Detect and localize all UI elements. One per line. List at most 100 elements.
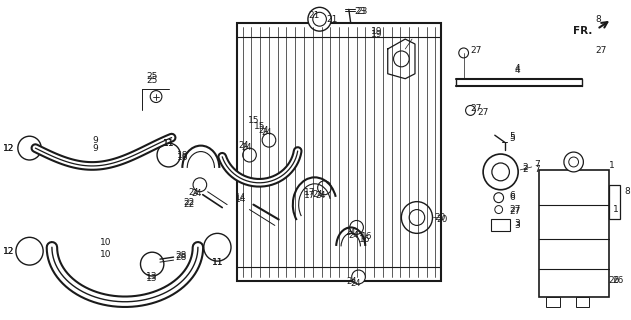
Text: 19: 19 bbox=[372, 30, 383, 39]
Text: 25: 25 bbox=[146, 72, 158, 81]
Bar bbox=[609, 185, 620, 220]
Text: 11: 11 bbox=[163, 139, 174, 148]
Text: 26: 26 bbox=[613, 276, 624, 285]
Text: FR.: FR. bbox=[573, 26, 592, 36]
Text: 18: 18 bbox=[177, 153, 188, 162]
Circle shape bbox=[313, 12, 326, 26]
Text: 3: 3 bbox=[514, 221, 520, 230]
Circle shape bbox=[569, 157, 579, 167]
Text: 21: 21 bbox=[308, 11, 319, 20]
Circle shape bbox=[157, 143, 180, 167]
Text: 8: 8 bbox=[624, 187, 630, 196]
Text: 27: 27 bbox=[471, 46, 482, 55]
Text: 17: 17 bbox=[304, 188, 316, 197]
Text: 18: 18 bbox=[177, 150, 188, 160]
Text: 11: 11 bbox=[163, 139, 174, 148]
Text: 24: 24 bbox=[313, 190, 323, 199]
Circle shape bbox=[150, 91, 162, 102]
Circle shape bbox=[495, 206, 502, 213]
Text: 28: 28 bbox=[175, 253, 187, 262]
Text: 24: 24 bbox=[258, 126, 269, 135]
Text: 12: 12 bbox=[3, 144, 14, 153]
Text: 24: 24 bbox=[346, 228, 357, 237]
Bar bbox=[546, 297, 560, 307]
Text: 25: 25 bbox=[146, 76, 158, 85]
Circle shape bbox=[193, 178, 207, 192]
Circle shape bbox=[317, 181, 331, 195]
Bar bbox=[539, 170, 609, 297]
Text: 16: 16 bbox=[358, 235, 370, 244]
Circle shape bbox=[204, 233, 231, 261]
Text: 21: 21 bbox=[326, 15, 338, 24]
Text: 9: 9 bbox=[93, 144, 98, 153]
Text: 1: 1 bbox=[609, 162, 615, 171]
Circle shape bbox=[308, 7, 331, 31]
Text: 2: 2 bbox=[522, 165, 528, 174]
Circle shape bbox=[409, 210, 425, 225]
Text: 24: 24 bbox=[242, 143, 252, 152]
Text: 15: 15 bbox=[254, 122, 265, 131]
Text: 6: 6 bbox=[509, 193, 515, 202]
Bar bbox=[575, 297, 589, 307]
Text: 16: 16 bbox=[362, 232, 373, 241]
Text: 2: 2 bbox=[522, 164, 528, 172]
Text: 5: 5 bbox=[509, 132, 515, 141]
Text: 22: 22 bbox=[184, 198, 195, 207]
Text: 23: 23 bbox=[357, 7, 368, 16]
Text: 12: 12 bbox=[3, 247, 14, 256]
Text: 13: 13 bbox=[146, 272, 158, 282]
Circle shape bbox=[492, 163, 509, 181]
Text: 5: 5 bbox=[509, 134, 515, 143]
Text: 27: 27 bbox=[477, 108, 488, 117]
Text: 24: 24 bbox=[261, 128, 272, 137]
Text: 10: 10 bbox=[100, 238, 111, 247]
Text: 17: 17 bbox=[304, 191, 316, 200]
Text: 27: 27 bbox=[509, 205, 521, 214]
Text: 20: 20 bbox=[437, 215, 448, 224]
Circle shape bbox=[394, 51, 409, 67]
Text: 24: 24 bbox=[188, 188, 199, 197]
Text: 24: 24 bbox=[349, 231, 359, 240]
Text: 24: 24 bbox=[351, 279, 361, 288]
Circle shape bbox=[459, 48, 469, 58]
Circle shape bbox=[564, 152, 584, 172]
Circle shape bbox=[18, 136, 41, 160]
Text: 10: 10 bbox=[100, 250, 111, 259]
Circle shape bbox=[401, 202, 432, 233]
Text: 11: 11 bbox=[211, 258, 223, 267]
Text: 7: 7 bbox=[534, 165, 540, 174]
Circle shape bbox=[494, 193, 504, 203]
Circle shape bbox=[351, 270, 365, 284]
Circle shape bbox=[483, 154, 518, 190]
Circle shape bbox=[16, 237, 43, 265]
Text: 12: 12 bbox=[3, 247, 14, 256]
Text: 27: 27 bbox=[595, 46, 606, 55]
Text: 15: 15 bbox=[247, 116, 259, 125]
Text: 23: 23 bbox=[355, 7, 366, 16]
Text: 19: 19 bbox=[372, 27, 383, 36]
Text: 3: 3 bbox=[514, 219, 520, 228]
Circle shape bbox=[243, 148, 256, 162]
Text: 12: 12 bbox=[3, 144, 14, 153]
Text: 4: 4 bbox=[514, 66, 520, 75]
Text: 27: 27 bbox=[471, 104, 482, 113]
Text: 24: 24 bbox=[347, 277, 357, 286]
Circle shape bbox=[350, 220, 363, 234]
Text: 14: 14 bbox=[235, 195, 247, 204]
Text: 27: 27 bbox=[509, 207, 521, 216]
Circle shape bbox=[141, 252, 164, 276]
Text: 24: 24 bbox=[239, 140, 249, 150]
Text: 9: 9 bbox=[93, 136, 98, 145]
Text: 4: 4 bbox=[514, 64, 520, 73]
Text: 1: 1 bbox=[613, 205, 618, 214]
Bar bbox=[237, 23, 441, 281]
Circle shape bbox=[466, 106, 475, 116]
Text: 24: 24 bbox=[316, 191, 326, 200]
Text: 8: 8 bbox=[595, 15, 601, 24]
Text: 7: 7 bbox=[534, 160, 540, 170]
Text: 24: 24 bbox=[191, 189, 202, 198]
Text: 20: 20 bbox=[435, 213, 446, 222]
Text: 6: 6 bbox=[509, 191, 515, 200]
Text: 28: 28 bbox=[175, 251, 187, 260]
Text: 11: 11 bbox=[211, 258, 223, 267]
